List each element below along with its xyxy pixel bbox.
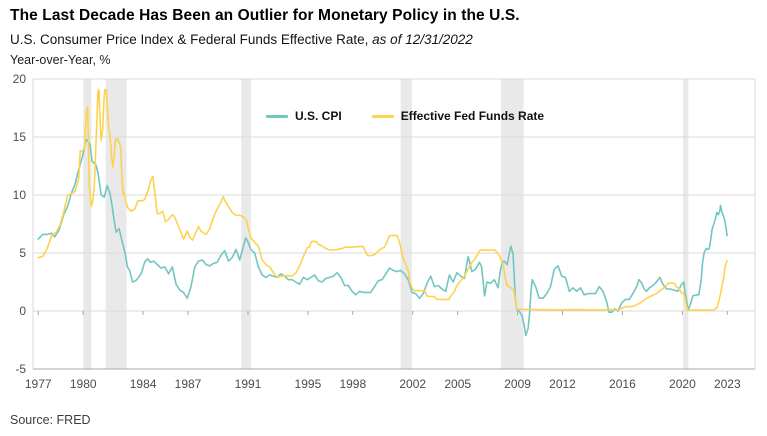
y-tick-label: -5 [15, 362, 26, 376]
legend-item-cpi: U.S. CPI [266, 109, 342, 123]
x-tick-label: 1980 [70, 377, 97, 391]
chart-legend: U.S. CPI Effective Fed Funds Rate [266, 109, 544, 123]
x-tick-label: 1995 [295, 377, 322, 391]
chart-subtitle-text: U.S. Consumer Price Index & Federal Fund… [10, 32, 373, 47]
y-tick-label: 15 [13, 130, 27, 144]
x-tick-label: 2020 [669, 377, 696, 391]
page-title: The Last Decade Has Been an Outlier for … [10, 7, 520, 24]
x-tick-label: 1991 [235, 377, 262, 391]
recession-band [83, 79, 92, 369]
recession-band [400, 79, 412, 369]
legend-item-fed-funds: Effective Fed Funds Rate [371, 109, 545, 123]
x-tick-label: 1984 [130, 377, 157, 391]
x-tick-label: 2009 [504, 377, 531, 391]
source-note: Source: FRED [10, 413, 91, 427]
x-tick-label: 1987 [175, 377, 202, 391]
x-tick-label: 2002 [399, 377, 426, 391]
recession-band [683, 79, 689, 369]
x-tick-label: 1998 [339, 377, 366, 391]
chart-header: The Last Decade Has Been an Outlier for … [10, 7, 520, 67]
y-tick-label: 0 [19, 304, 26, 318]
x-tick-label: 2023 [714, 377, 741, 391]
x-tick-label: 2012 [549, 377, 576, 391]
x-tick-label: 2005 [444, 377, 471, 391]
y-axis-unit-label: Year-over-Year, % [10, 53, 111, 67]
recession-band [241, 79, 251, 369]
fed-funds-line [37, 88, 728, 312]
y-tick-label: 20 [13, 72, 27, 86]
y-tick-label: 10 [13, 188, 27, 202]
fed-funds-line-swatch [371, 114, 394, 118]
y-tick-label: 5 [19, 246, 26, 260]
recession-band [501, 79, 524, 369]
chart-subtitle: U.S. Consumer Price Index & Federal Fund… [10, 32, 520, 47]
x-tick-label: 2016 [609, 377, 636, 391]
cpi-line-swatch [266, 114, 288, 118]
chart-subtitle-asof: as of 12/31/2022 [372, 32, 473, 47]
chart-svg: -5 0 5 10 15 20 1977 1980 1984 1987 1991 1995 1998 20… [13, 72, 756, 391]
x-tick-label: 1977 [25, 377, 52, 391]
cpi-line [37, 138, 728, 337]
legend-label-fed-funds: Effective Fed Funds Rate [400, 109, 545, 123]
legend-label-cpi: U.S. CPI [295, 109, 342, 123]
